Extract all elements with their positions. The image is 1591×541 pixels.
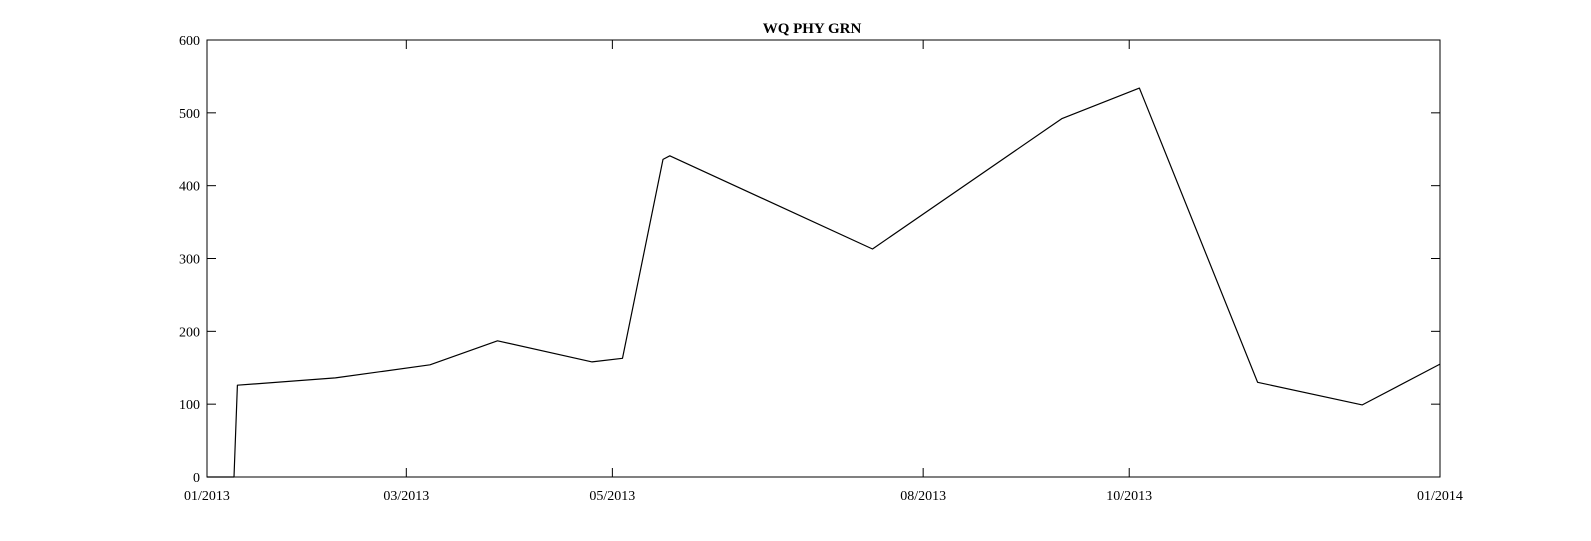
x-tick-label: 08/2013: [900, 489, 946, 504]
x-tick-label: 01/2013: [184, 489, 230, 504]
axes: 01/2013 03/2013 05/2013 08/2013 10/2013 01/20…: [179, 34, 1463, 504]
y-tick-label: 0: [193, 471, 200, 486]
y-tick-label: 100: [179, 398, 200, 413]
x-tick-label: 10/2013: [1106, 489, 1152, 504]
x-tick-label: 03/2013: [383, 489, 429, 504]
y-tick-label: 400: [179, 180, 200, 195]
chart-title: WQ PHY GRN: [763, 21, 862, 37]
y-tick-label: 300: [179, 253, 200, 268]
series-layer: [207, 87, 1441, 478]
plot-frame: [206, 39, 1441, 478]
x-tick-label: 05/2013: [589, 489, 635, 504]
y-tick-label: 500: [179, 107, 200, 122]
x-tick-label: 01/2014: [1417, 489, 1463, 504]
series-line: [207, 87, 1441, 478]
y-tick-label: 200: [179, 325, 200, 340]
y-tick-label: 600: [179, 34, 200, 49]
